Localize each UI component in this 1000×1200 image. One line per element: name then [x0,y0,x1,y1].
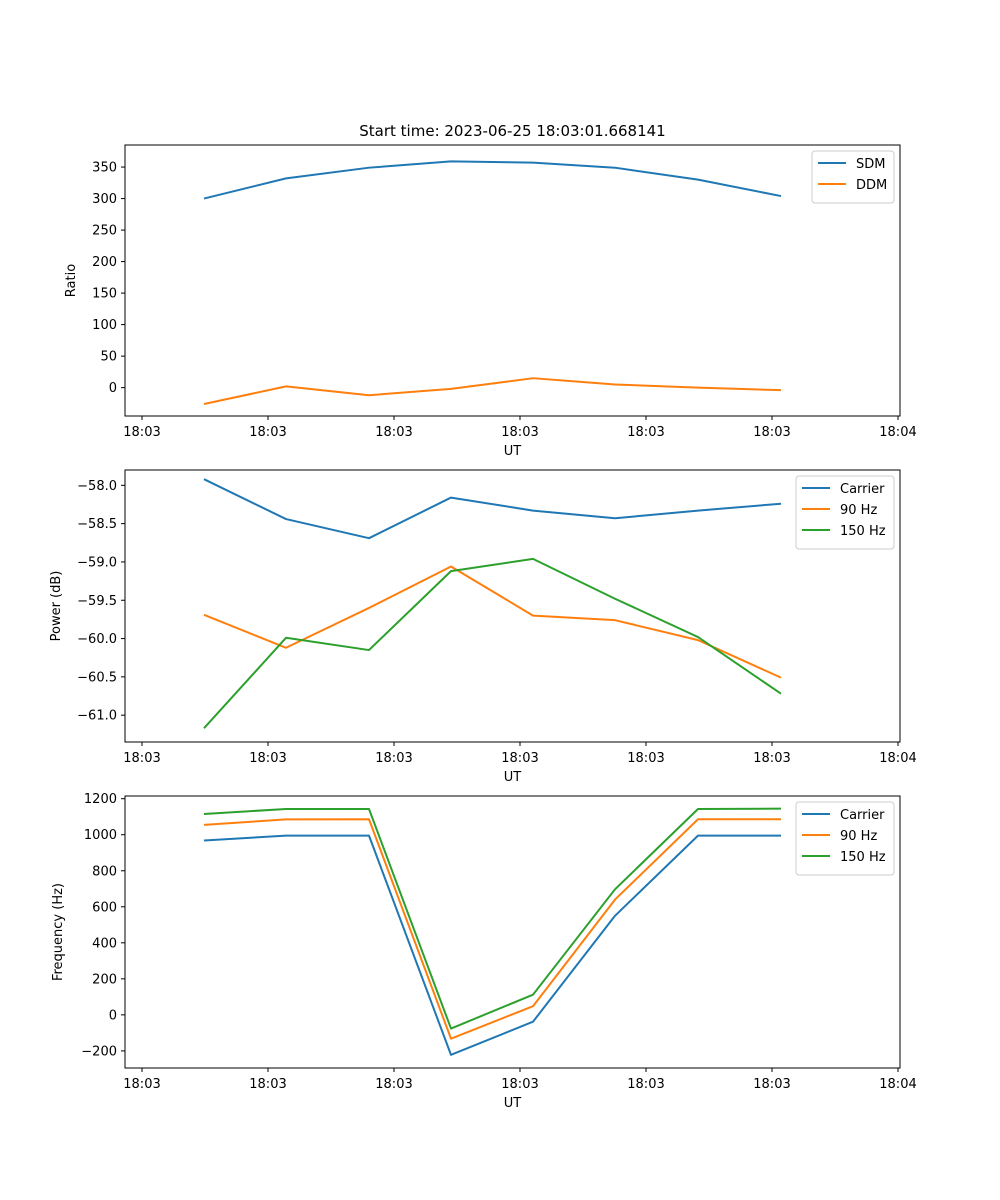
x-tick-label: 18:03 [627,425,664,440]
y-axis-label: Frequency (Hz) [51,883,66,981]
x-tick-label: 18:03 [249,425,286,440]
y-tick-label: 50 [100,350,117,365]
series-line-sdm [203,160,782,200]
x-tick-label: 18:03 [753,751,790,766]
x-tick-label: 18:04 [879,751,916,766]
axes-frame [124,795,901,1069]
series-line-90-hz [203,565,782,679]
x-axis-label: UT [504,1096,522,1111]
x-tick-label: 18:03 [753,1077,790,1092]
y-axis-label: Power (dB) [49,571,64,642]
y-tick-label: −59.5 [77,594,117,609]
x-tick-label: 18:04 [879,425,916,440]
y-tick-label: 350 [92,161,117,176]
x-tick-label: 18:03 [627,1077,664,1092]
y-tick-label: 250 [92,224,117,239]
x-tick-label: 18:03 [501,425,538,440]
y-tick-label: 200 [92,972,117,987]
y-tick-label: −200 [81,1044,117,1059]
legend: SDM DDM [811,150,895,204]
y-tick-label: 400 [92,936,117,951]
legend-label: Carrier [840,808,885,823]
chart-panel-1: 0 50 100 150 200 250 300 350 18:03 18:03 18:03 18:0… [64,144,917,459]
legend-label: DDM [856,178,887,193]
series-line-150-hz [203,557,782,729]
x-axis-label: UT [504,444,522,459]
y-tick-label: 0 [109,381,117,396]
y-tick-label: 0 [109,1008,117,1023]
y-tick-label: 150 [92,287,117,302]
x-tick-label: 18:03 [375,425,412,440]
axes-frame [124,144,901,417]
y-tick-label: 1000 [84,828,117,843]
x-tick-label: 18:03 [753,425,790,440]
x-tick-label: 18:03 [249,751,286,766]
series-line-150-hz [203,807,782,1030]
x-tick-label: 18:03 [123,1077,160,1092]
y-tick-label: 600 [92,900,117,915]
y-tick-label: −59.0 [77,555,117,570]
y-tick-label: 100 [92,318,117,333]
y-tick-label: 300 [92,192,117,207]
y-tick-label: −60.5 [77,670,117,685]
x-tick-label: 18:03 [375,1077,412,1092]
axes-frame [124,469,901,743]
x-axis-label: UT [504,770,522,785]
legend: Carrier 90 Hz 150 Hz [795,475,895,550]
x-tick-label: 18:03 [249,1077,286,1092]
figure-title: Start time: 2023-06-25 18:03:01.668141 [359,122,665,140]
legend-label: 150 Hz [840,524,886,539]
y-tick-label: −60.0 [77,632,117,647]
legend-label: Carrier [840,482,885,497]
x-tick-label: 18:03 [375,751,412,766]
x-tick-label: 18:03 [123,425,160,440]
y-tick-label: −58.5 [77,517,117,532]
legend-label: 150 Hz [840,850,886,865]
chart-panel-2: −58.0 −58.5 −59.0 −59.5 −60.0 −60.5 −61.0 18:03… [49,469,917,785]
legend-label: 90 Hz [840,503,877,518]
y-tick-label: −61.0 [77,709,117,724]
x-tick-label: 18:03 [627,751,664,766]
legend: Carrier 90 Hz 150 Hz [795,801,895,876]
y-tick-label: 200 [92,255,117,270]
legend-label: 90 Hz [840,829,877,844]
y-axis-label: Ratio [64,264,79,297]
y-tick-label: −58.0 [77,479,117,494]
x-tick-label: 18:04 [879,1077,916,1092]
series-line-carrier [203,478,782,540]
y-tick-label: 1200 [84,792,117,807]
x-tick-label: 18:03 [123,751,160,766]
x-tick-label: 18:03 [501,1077,538,1092]
chart-panel-3: −200 0 200 400 600 800 1000 1200 18:03 18:03 18:03… [51,792,917,1111]
x-tick-label: 18:03 [501,751,538,766]
series-line-carrier [203,834,781,1056]
series-line-ddm [203,377,782,406]
legend-label: SDM [856,157,885,172]
y-tick-label: 800 [92,864,117,879]
series-line-90-hz [203,818,781,1040]
